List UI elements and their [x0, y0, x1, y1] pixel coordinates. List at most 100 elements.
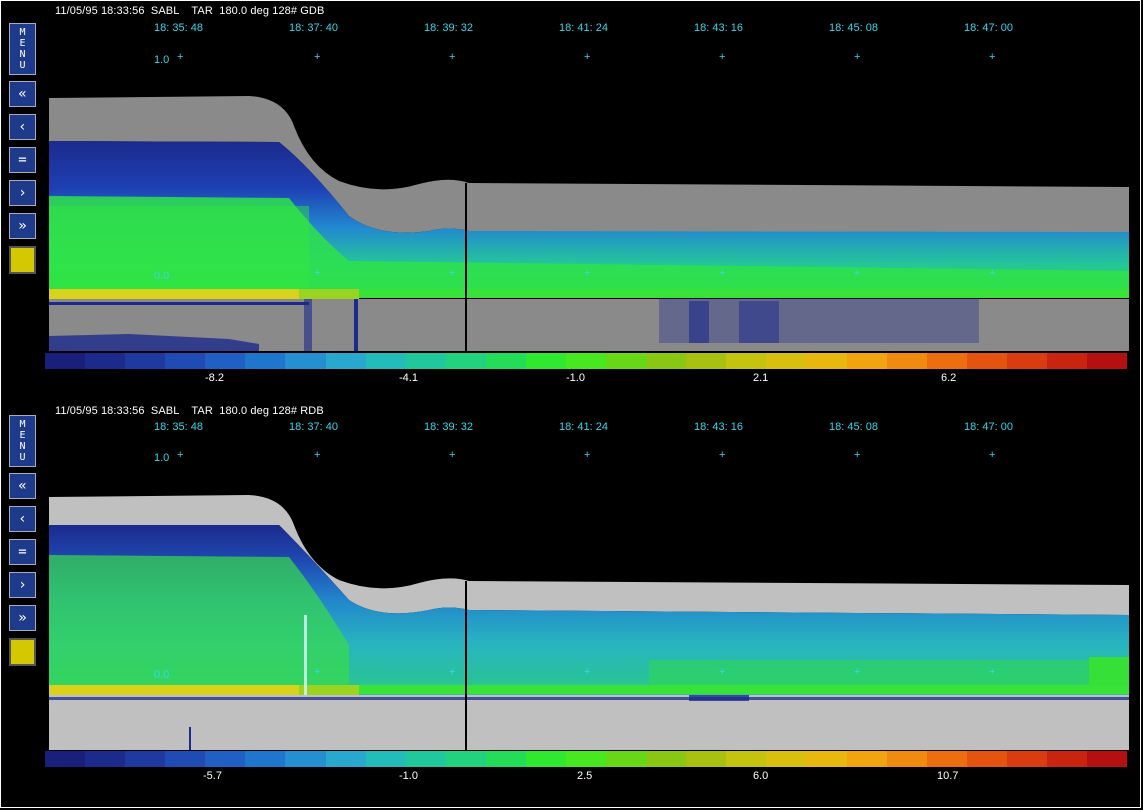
time-tick: 18: 41: 24	[559, 421, 608, 433]
pause-button[interactable]: =	[9, 539, 36, 565]
surface-band	[49, 685, 299, 695]
colorbar-swatch	[85, 751, 126, 767]
fast-forward-button[interactable]: »	[9, 213, 36, 239]
plus-marker: +	[314, 666, 321, 678]
step-forward-button[interactable]: ›	[9, 572, 36, 598]
time-tick: 18: 35: 48	[154, 22, 203, 34]
colorbar	[45, 353, 1128, 369]
panel-gdb: 11/05/95 18:33:56 SABL TAR 180.0 deg 128…	[1, 1, 1143, 401]
double-right-chevron-icon: »	[18, 218, 27, 234]
colorbar-swatch	[1006, 353, 1047, 369]
colorbar-label: -5.7	[203, 770, 222, 782]
time-tick: 18: 41: 24	[559, 22, 608, 34]
time-tick: 18: 37: 40	[289, 421, 338, 433]
plus-marker: +	[989, 666, 996, 678]
plus-marker: +	[449, 267, 456, 279]
colorbar-swatch	[165, 751, 206, 767]
y-axis-zero-label: 0.0	[154, 669, 170, 681]
colorbar-swatch	[205, 353, 246, 369]
gdb-profile-plot	[49, 96, 1129, 351]
lower-gray-region	[49, 695, 1129, 750]
colorbar-swatch	[646, 353, 687, 369]
colorbar-swatch	[1087, 751, 1128, 767]
colorbar-swatch	[325, 353, 366, 369]
double-left-chevron-icon: «	[18, 86, 27, 102]
step-forward-button[interactable]: ›	[9, 180, 36, 206]
upper-gray-region	[49, 495, 1129, 615]
right-chevron-icon: ›	[18, 577, 27, 593]
y-axis-zero-label: 0.0	[154, 270, 170, 282]
colorbar-swatch	[726, 353, 767, 369]
equals-icon: =	[18, 544, 27, 560]
plus-marker: +	[854, 267, 861, 279]
color-swatch-button[interactable]	[9, 246, 36, 274]
colorbar-swatch	[766, 353, 807, 369]
colorbar-swatch	[125, 751, 166, 767]
double-left-chevron-icon: «	[18, 478, 27, 494]
colorbar	[45, 751, 1128, 767]
plus-marker: +	[989, 449, 996, 461]
left-chevron-icon: ‹	[18, 119, 27, 135]
plus-marker: +	[854, 666, 861, 678]
colorbar-label: -1.0	[566, 372, 585, 384]
colorbar-swatch	[686, 353, 727, 369]
upper-gray-region	[49, 96, 1129, 236]
colorbar-swatch	[806, 751, 847, 767]
pause-button[interactable]: =	[9, 147, 36, 173]
plus-marker: +	[719, 267, 726, 279]
rewind-button[interactable]: «	[9, 473, 36, 499]
surface-band	[49, 289, 299, 299]
plus-marker: +	[314, 51, 321, 63]
plus-marker: +	[584, 267, 591, 279]
colorbar-swatch	[525, 353, 567, 369]
plus-marker: +	[314, 267, 321, 279]
fast-forward-button[interactable]: »	[9, 605, 36, 631]
colorbar-label: 6.2	[941, 372, 957, 384]
time-tick: 18: 45: 08	[829, 421, 878, 433]
y-axis-top-label: 1.0	[154, 452, 170, 464]
colorbar-swatch	[245, 353, 286, 369]
colorbar-swatch	[405, 353, 446, 369]
colorbar-label: -1.0	[399, 770, 418, 782]
colorbar-label: 10.7	[937, 770, 959, 782]
rewind-button[interactable]: «	[9, 81, 36, 107]
colorbar-swatch	[45, 353, 86, 369]
colorbar-swatch	[365, 353, 406, 369]
colorbar-label: 2.5	[577, 770, 593, 782]
rdb-profile-plot	[49, 495, 1129, 750]
panel-header: 11/05/95 18:33:56 SABL TAR 180.0 deg 128…	[55, 405, 324, 417]
time-tick: 18: 35: 48	[154, 421, 203, 433]
step-back-button[interactable]: ‹	[9, 506, 36, 532]
color-swatch-button[interactable]	[9, 638, 36, 666]
colorbar-swatch	[485, 751, 526, 767]
colorbar-swatch	[165, 353, 206, 369]
colorbar-swatch	[726, 751, 767, 767]
colorbar-swatch	[405, 751, 446, 767]
plus-marker: +	[854, 51, 861, 63]
plus-marker: +	[177, 449, 184, 461]
step-back-button[interactable]: ‹	[9, 114, 36, 140]
colorbar-swatch	[1046, 353, 1088, 369]
colorbar-swatch	[886, 353, 927, 369]
plus-marker: +	[449, 666, 456, 678]
colorbar-swatch	[285, 353, 326, 369]
colorbar-swatch	[525, 751, 567, 767]
time-tick: 18: 39: 32	[424, 421, 473, 433]
colorbar-swatch	[846, 353, 887, 369]
colorbar-swatch	[1006, 751, 1047, 767]
signal-core-green	[49, 196, 1129, 298]
colorbar-swatch	[45, 751, 86, 767]
colorbar-swatch	[926, 751, 967, 767]
colorbar-swatch	[485, 353, 526, 369]
plus-marker: +	[989, 267, 996, 279]
colorbar-swatch	[125, 353, 166, 369]
colorbar-label: -8.2	[205, 372, 224, 384]
plus-marker: +	[449, 51, 456, 63]
colorbar-swatch	[445, 353, 486, 369]
colorbar-swatch	[1087, 353, 1128, 369]
colorbar-swatch	[325, 751, 366, 767]
colorbar-swatch	[365, 751, 406, 767]
